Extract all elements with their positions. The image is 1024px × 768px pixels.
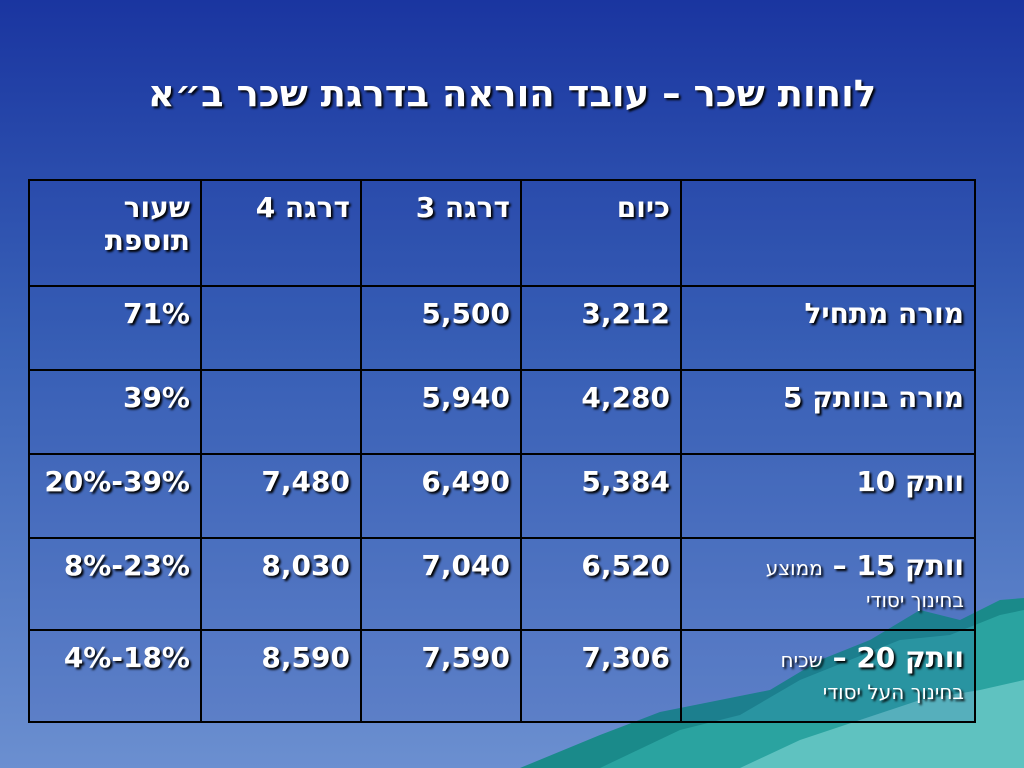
- header-cell-grade-4: דרגה 4: [200, 179, 362, 287]
- row-label: וותק 10: [680, 453, 976, 539]
- cell-grade-4: 7,480: [200, 453, 362, 539]
- cell-today: 5,384: [520, 453, 682, 539]
- header-cell-label: [680, 179, 976, 287]
- cell-grade-3: 6,490: [360, 453, 522, 539]
- cell-today: 3,212: [520, 285, 682, 371]
- header-cell-grade-3: דרגה 3: [360, 179, 522, 287]
- cell-grade-3: 5,500: [360, 285, 522, 371]
- page-title: לוחות שכר – עובד הוראה בדרגת שכר ב״א: [147, 72, 877, 115]
- table-row: וותק 10 5,384 6,490 7,480 20%-39%: [28, 453, 976, 539]
- row-note: שכיח: [780, 648, 823, 672]
- header-cell-increase-rate: שעור תוספת: [28, 179, 202, 287]
- table-row: וותק 15 – ממוצע בחינוך יסודי 6,520 7,040…: [28, 537, 976, 631]
- cell-grade-4: [200, 369, 362, 455]
- table-row: וותק 20 – שכיח בחינוך העל יסודי 7,306 7,…: [28, 629, 976, 723]
- row-sub-label: בחינוך יסודי: [866, 588, 964, 612]
- header-cell-today: כיום: [520, 179, 682, 287]
- cell-grade-3: 5,940: [360, 369, 522, 455]
- cell-grade-4: 8,590: [200, 629, 362, 723]
- row-label: מורה מתחיל: [680, 285, 976, 371]
- row-note: ממוצע: [765, 556, 823, 580]
- row-sub-label: בחינוך העל יסודי: [822, 680, 964, 704]
- table-header-row: כיום דרגה 3 דרגה 4 שעור תוספת: [28, 179, 976, 287]
- row-label: מורה בוותק 5: [680, 369, 976, 455]
- salary-table: כיום דרגה 3 דרגה 4 שעור תוספת מורה מתחיל…: [28, 179, 976, 723]
- cell-increase-rate: 8%-23%: [28, 537, 202, 631]
- cell-grade-4: 8,030: [200, 537, 362, 631]
- cell-today: 4,280: [520, 369, 682, 455]
- cell-increase-rate: 71%: [28, 285, 202, 371]
- cell-grade-3: 7,040: [360, 537, 522, 631]
- cell-increase-rate: 20%-39%: [28, 453, 202, 539]
- cell-increase-rate: 39%: [28, 369, 202, 455]
- table-row: מורה מתחיל 3,212 5,500 71%: [28, 285, 976, 371]
- row-label: וותק 15 – ממוצע בחינוך יסודי: [680, 537, 976, 631]
- cell-grade-4: [200, 285, 362, 371]
- cell-increase-rate: 4%-18%: [28, 629, 202, 723]
- cell-grade-3: 7,590: [360, 629, 522, 723]
- cell-today: 7,306: [520, 629, 682, 723]
- cell-today: 6,520: [520, 537, 682, 631]
- table-row: מורה בוותק 5 4,280 5,940 39%: [28, 369, 976, 455]
- row-label: וותק 20 – שכיח בחינוך העל יסודי: [680, 629, 976, 723]
